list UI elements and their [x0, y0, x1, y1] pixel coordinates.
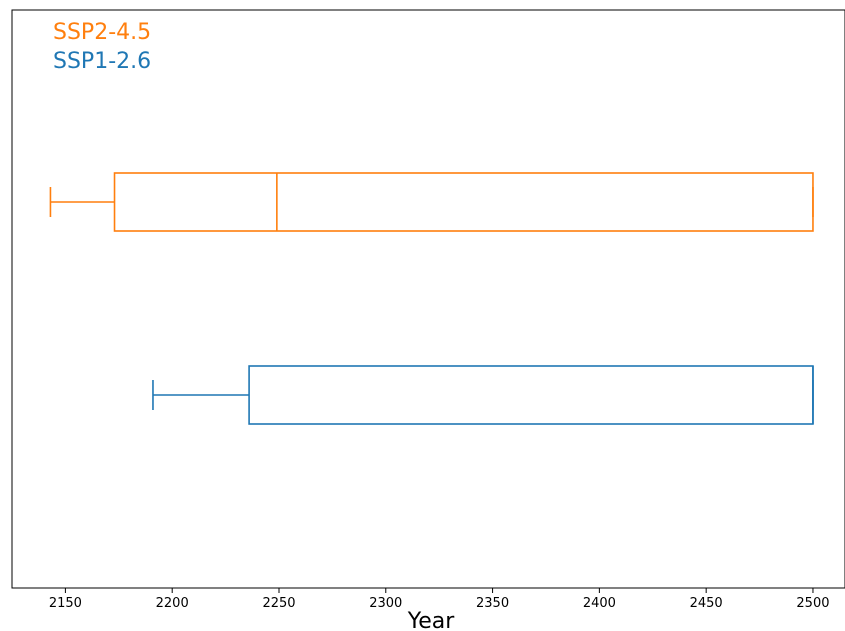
x-axis-ticks: 2150 2200 2250 2300 2350 2400 2450 2500	[49, 588, 830, 611]
x-tick-label: 2350	[476, 596, 509, 611]
box-ssp2-4-5	[49, 172, 814, 232]
x-tick-label: 2200	[156, 596, 189, 611]
box-iqr	[248, 365, 814, 425]
x-axis-label: Year	[407, 609, 456, 631]
legend-entry: SSP1-2.6	[53, 49, 151, 74]
plot-area-frame	[11, 9, 845, 589]
x-tick-label: 2300	[369, 596, 402, 611]
box-iqr	[113, 172, 814, 232]
x-tick-label: 2400	[583, 596, 616, 611]
box-ssp1-2-6	[152, 365, 814, 425]
box-series	[49, 172, 814, 425]
legend: SSP2-4.5 SSP1-2.6	[53, 20, 151, 74]
legend-entry: SSP2-4.5	[53, 20, 151, 45]
x-tick-label: 2250	[262, 596, 295, 611]
x-tick-label: 2500	[796, 596, 829, 611]
x-tick-label: 2150	[49, 596, 82, 611]
x-tick-label: 2450	[690, 596, 723, 611]
